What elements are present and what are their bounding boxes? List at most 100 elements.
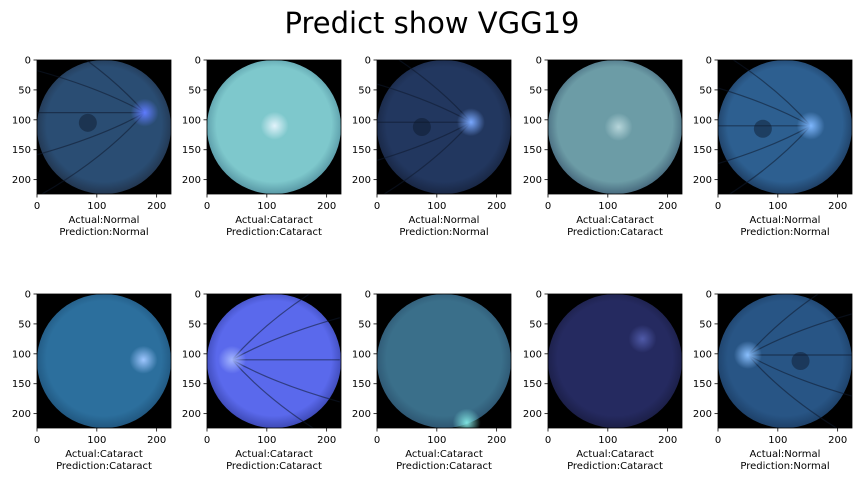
optic-disc: [604, 113, 633, 141]
y-tick-label: 200: [352, 175, 371, 186]
y-tick-label: 0: [25, 290, 31, 301]
panel-2: 0 50 100 150 200 0 100 200 Actual:CataractPredic…: [182, 56, 342, 238]
actual-label: Actual:Cataract: [405, 449, 483, 460]
blood-vessel: [85, 60, 146, 114]
prediction-label: Prediction:Cataract: [567, 461, 663, 472]
axes-frame: [206, 293, 342, 429]
axes-frame: [36, 293, 172, 429]
x-tick-label: 200: [658, 201, 677, 212]
y-tick-label: 50: [358, 85, 371, 96]
prediction-label: Prediction:Cataract: [226, 461, 322, 472]
x-tick-label: 0: [204, 435, 210, 446]
y-tick-label: 150: [182, 379, 201, 390]
y-tick-label: 200: [693, 409, 712, 420]
y-tick-label: 100: [182, 349, 201, 360]
y-tick-label: 100: [12, 349, 31, 360]
fundus-disc: [377, 60, 511, 194]
y-tick-label: 50: [699, 85, 712, 96]
optic-disc: [130, 98, 159, 127]
blood-vessel: [40, 112, 146, 194]
y-tick-label: 100: [693, 349, 712, 360]
y-tick-label: 150: [693, 379, 712, 390]
x-tick-label: 0: [545, 201, 551, 212]
blood-vessel: [397, 60, 472, 123]
prediction-label: Prediction:Cataract: [567, 227, 663, 238]
optic-disc: [452, 408, 481, 428]
fundus-disc: [548, 294, 682, 428]
actual-label: Actual:Cataract: [576, 215, 654, 226]
fundus-disc: [718, 60, 852, 194]
axes-frame: [717, 293, 853, 429]
panel-8: 0 50 100 150 200 0 100 200 Actual:CataractPredic…: [352, 290, 512, 472]
x-tick-label: 200: [147, 201, 166, 212]
y-tick-label: 0: [536, 56, 542, 67]
axes-frame: [206, 59, 342, 195]
blood-vessel: [383, 121, 472, 194]
y-tick-label: 100: [182, 115, 201, 126]
y-tick-label: 0: [365, 290, 371, 301]
y-tick-label: 200: [12, 175, 31, 186]
prediction-label: Prediction:Normal: [740, 227, 829, 238]
y-tick-label: 200: [182, 175, 201, 186]
optic-disc: [218, 345, 247, 374]
axes-frame: [376, 293, 512, 429]
y-tick-label: 50: [188, 319, 201, 330]
macula: [78, 113, 97, 132]
y-tick-label: 200: [352, 409, 371, 420]
y-tick-label: 150: [352, 379, 371, 390]
y-tick-label: 0: [195, 290, 201, 301]
x-tick-label: 100: [87, 201, 106, 212]
y-tick-label: 150: [12, 145, 31, 156]
y-tick-label: 150: [12, 379, 31, 390]
blood-vessel: [732, 60, 812, 127]
x-tick-label: 0: [374, 435, 380, 446]
actual-label: Actual:Cataract: [65, 449, 143, 460]
x-tick-label: 200: [658, 435, 677, 446]
x-tick-label: 0: [34, 435, 40, 446]
prediction-label: Prediction:Normal: [740, 461, 829, 472]
optic-disc: [129, 345, 158, 374]
x-tick-label: 200: [828, 435, 847, 446]
optic-disc: [260, 111, 289, 140]
y-tick-label: 100: [693, 115, 712, 126]
y-tick-label: 100: [523, 115, 542, 126]
y-tick-label: 50: [358, 319, 371, 330]
prediction-label: Prediction:Cataract: [56, 461, 152, 472]
optic-disc: [628, 324, 657, 353]
axes-frame: [547, 59, 683, 195]
actual-label: Actual:Normal: [750, 449, 821, 460]
macula: [791, 352, 810, 370]
panel-3: 0 50 100 150 200 0 100 200 Actual:NormalPredicti…: [352, 56, 512, 238]
y-tick-label: 50: [18, 85, 31, 96]
y-tick-label: 50: [18, 319, 31, 330]
x-tick-label: 100: [257, 201, 276, 212]
x-tick-label: 100: [768, 435, 787, 446]
x-tick-label: 200: [828, 201, 847, 212]
y-tick-label: 0: [706, 56, 712, 67]
y-tick-label: 150: [352, 145, 371, 156]
y-tick-label: 200: [693, 175, 712, 186]
x-tick-label: 0: [715, 201, 721, 212]
panel-6: 0 50 100 150 200 0 100 200 Actual:CataractPredic…: [12, 290, 172, 472]
prediction-label: Prediction:Cataract: [226, 227, 322, 238]
actual-label: Actual:Cataract: [576, 449, 654, 460]
blood-vessel: [747, 354, 838, 428]
actual-label: Actual:Cataract: [235, 215, 313, 226]
macula: [412, 118, 431, 136]
y-tick-label: 200: [523, 409, 542, 420]
optic-disc: [456, 108, 485, 137]
x-tick-label: 200: [317, 201, 336, 212]
y-tick-label: 100: [352, 349, 371, 360]
x-tick-label: 100: [598, 435, 617, 446]
y-tick-label: 200: [12, 409, 31, 420]
prediction-label: Prediction:Normal: [59, 227, 148, 238]
y-tick-label: 0: [25, 56, 31, 67]
panel-7: 0 50 100 150 200 0 100 200 Actual:CataractPredic…: [182, 290, 342, 472]
y-tick-label: 100: [352, 115, 371, 126]
x-tick-label: 100: [427, 201, 446, 212]
x-tick-label: 0: [34, 201, 40, 212]
actual-label: Actual:Normal: [69, 215, 140, 226]
optic-disc: [733, 341, 762, 370]
y-tick-label: 50: [529, 319, 542, 330]
